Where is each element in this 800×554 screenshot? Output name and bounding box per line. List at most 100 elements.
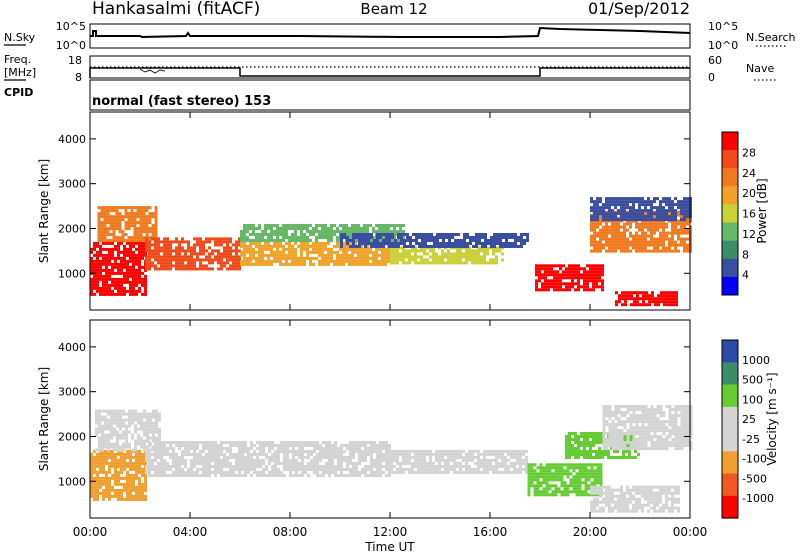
power-data-cell	[255, 236, 258, 239]
velocity-data-cell	[211, 471, 214, 474]
power-data-cell	[668, 246, 671, 250]
power-data-cell	[99, 268, 102, 272]
power-data-cell	[644, 215, 647, 219]
velocity-data-cell	[507, 470, 510, 474]
velocity-data-cell	[334, 471, 337, 474]
power-data-cell	[184, 249, 187, 253]
velocity-data-cell	[638, 432, 642, 436]
velocity-data-cell	[453, 470, 456, 474]
power-data-cell	[668, 240, 671, 244]
power-data-cell	[187, 246, 190, 250]
power-data-cell	[608, 218, 611, 222]
power-data-cell	[138, 241, 141, 245]
velocity-data-cell	[492, 452, 495, 456]
power-data-cell	[138, 253, 141, 257]
velocity-data-cell	[102, 497, 105, 501]
velocity-data-cell	[358, 450, 361, 453]
velocity-data-cell	[277, 447, 280, 450]
velocity-data-cell	[361, 453, 364, 456]
velocity-data-cell	[507, 449, 510, 453]
velocity-data-cell	[126, 455, 129, 459]
power-data-cell	[665, 203, 668, 207]
velocity-data-cell	[641, 438, 645, 442]
velocity-data-cell	[623, 432, 627, 436]
power-data-cell	[169, 255, 172, 259]
power-data-cell	[123, 271, 126, 275]
velocity-data-cell	[292, 441, 295, 444]
velocity-data-cell	[155, 436, 158, 440]
power-data-cell	[484, 242, 487, 245]
power-data-cell	[402, 230, 405, 233]
power-data-cell	[342, 244, 345, 248]
power-data-cell	[614, 222, 617, 226]
velocity-data-cell	[286, 447, 289, 450]
cpid-value: normal (fast stereo) 153	[92, 94, 271, 109]
velocity-data-cell	[554, 463, 558, 467]
power-data-cell	[453, 261, 456, 265]
velocity-data-cell	[438, 461, 441, 465]
velocity-data-cell	[148, 444, 151, 447]
velocity-data-cell	[551, 493, 555, 497]
power-data-cell	[351, 253, 354, 257]
power-data-cell	[598, 285, 601, 289]
velocity-data-cell	[193, 471, 196, 474]
velocity-data-cell	[166, 462, 169, 465]
velocity-data-cell	[141, 494, 144, 498]
power-data-cell	[367, 242, 370, 245]
power-data-cell	[501, 258, 504, 262]
power-data-cell	[108, 250, 111, 254]
power-data-cell	[672, 300, 675, 304]
velocity-data-cell	[337, 450, 340, 453]
velocity-data-cell	[138, 461, 141, 465]
power-data-cell	[126, 253, 129, 257]
velocity-data-cell	[620, 435, 624, 439]
velocity-data-cell	[214, 471, 217, 474]
power-data-cell	[378, 224, 381, 227]
velocity-data-cell	[95, 421, 98, 425]
power-data-cell	[593, 200, 596, 204]
velocity-data-cell	[604, 453, 607, 456]
velocity-data-cell	[235, 465, 238, 468]
power-data-cell	[99, 286, 102, 290]
power-colorbar-segment	[722, 168, 738, 187]
power-data-cell	[124, 221, 128, 225]
power-data-cell	[650, 234, 653, 238]
power-data-cell	[114, 259, 117, 263]
power-data-cell	[261, 259, 264, 263]
power-data-cell	[235, 243, 238, 247]
velocity-data-cell	[125, 430, 128, 434]
velocity-data-cell	[102, 452, 105, 456]
power-data-cell	[668, 197, 671, 201]
power-data-cell	[109, 206, 113, 210]
power-data-cell	[456, 249, 459, 253]
velocity-data-cell	[262, 450, 265, 453]
velocity-data-cell	[584, 475, 588, 479]
power-data-cell	[623, 206, 626, 210]
velocity-data-cell	[423, 458, 426, 462]
velocity-data-cell	[554, 478, 558, 482]
velocity-data-cell	[259, 441, 262, 444]
power-data-cell	[370, 233, 373, 236]
power-data-cell	[624, 300, 627, 304]
velocity-data-cell	[107, 448, 110, 452]
velocity-data-cell	[313, 459, 316, 462]
power-data-cell	[414, 255, 417, 259]
power-data-cell	[190, 255, 193, 259]
power-colorbar-segment	[722, 222, 738, 242]
velocity-data-cell	[193, 447, 196, 450]
velocity-data-cell	[232, 474, 235, 477]
power-data-cell	[589, 279, 592, 283]
power-data-cell	[675, 303, 678, 307]
velocity-data-cell	[595, 450, 598, 453]
velocity-data-cell	[93, 458, 96, 462]
power-data-cell	[586, 288, 589, 292]
power-data-cell	[493, 245, 496, 248]
power-data-cell	[403, 233, 406, 236]
velocity-data-cell	[110, 412, 113, 416]
power-data-cell	[294, 256, 297, 260]
power-data-cell	[324, 230, 327, 233]
velocity-data-cell	[102, 479, 105, 483]
power-data-cell	[133, 233, 137, 237]
power-data-cell	[357, 227, 360, 230]
power-data-cell	[142, 218, 146, 222]
